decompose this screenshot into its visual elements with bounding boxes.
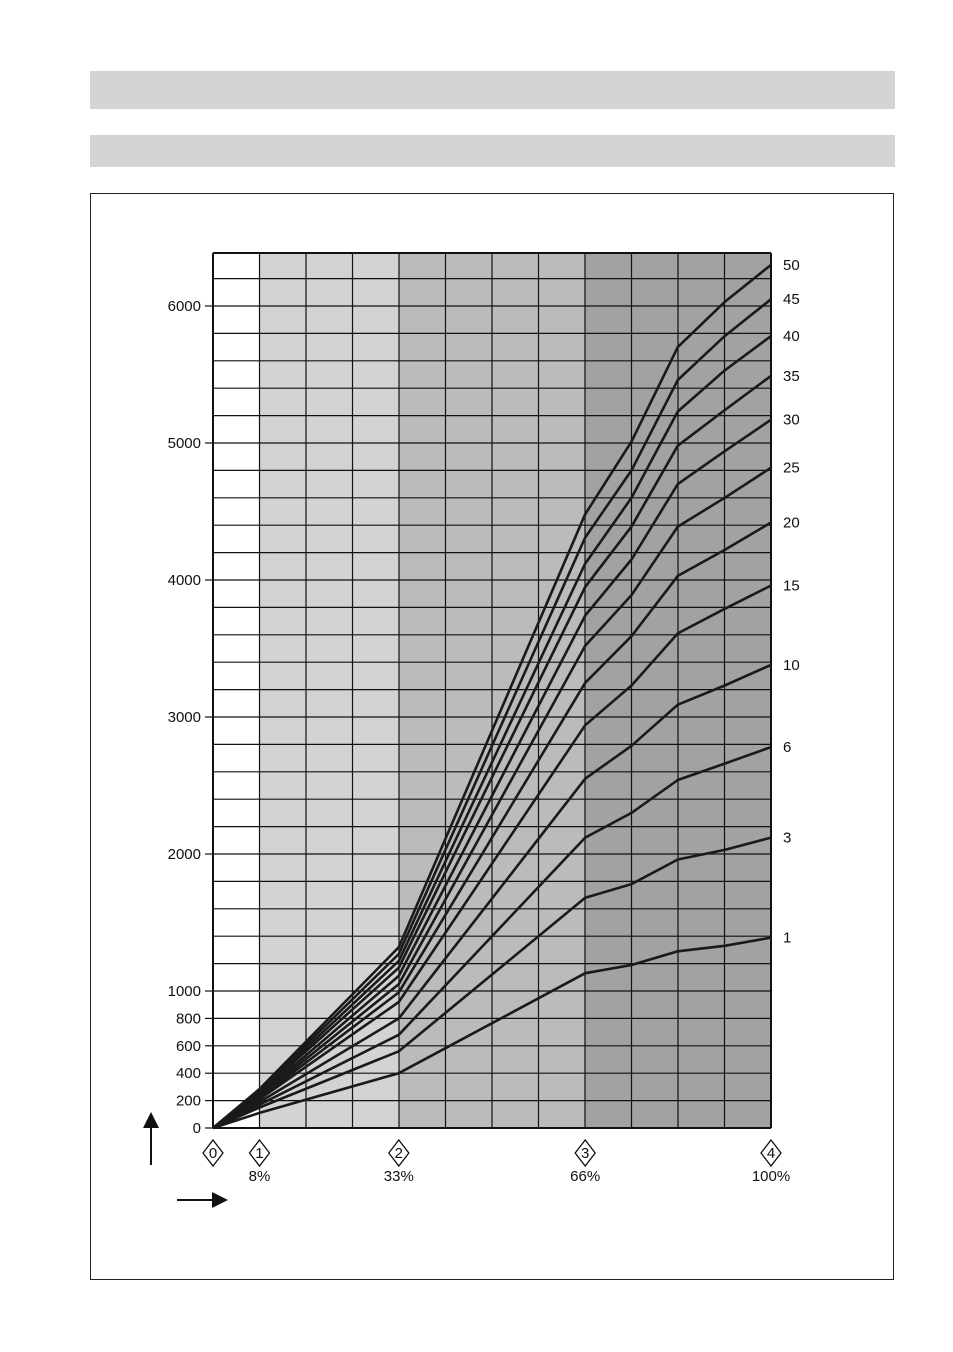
stage-marker-icon xyxy=(248,1138,271,1168)
x-tick-label: 66% xyxy=(570,1168,600,1185)
series-line-30 xyxy=(212,418,772,1130)
stage-marker-icon xyxy=(387,1138,410,1168)
y-tick-label: 2000 xyxy=(168,846,201,863)
x-axis: 0 1 8% 2 33% 3 66% 4 100% xyxy=(202,1138,790,1185)
stage-marker-icon xyxy=(760,1138,782,1168)
y-tick-label: 200 xyxy=(176,1093,201,1110)
series-line-6 xyxy=(212,745,772,1130)
series-label-25: 25 xyxy=(783,460,800,477)
series-label-50: 50 xyxy=(783,257,800,274)
y-direction-arrow-icon xyxy=(143,1112,159,1128)
stage-marker-number: 4 xyxy=(767,1145,775,1162)
y-tick-label: 800 xyxy=(176,1010,201,1027)
series-label-20: 20 xyxy=(783,514,800,531)
subheader-bar xyxy=(90,135,895,167)
stage-marker-number: 3 xyxy=(581,1145,589,1162)
y-tick-label: 400 xyxy=(176,1065,201,1082)
series-line-45 xyxy=(212,298,772,1130)
series-line-20 xyxy=(212,521,772,1130)
series-label-45: 45 xyxy=(783,291,800,308)
series-line-35 xyxy=(212,374,772,1130)
stage-bands xyxy=(259,253,771,1128)
y-tick-label: 6000 xyxy=(168,298,201,315)
series-line-50 xyxy=(212,263,772,1129)
series-label-15: 15 xyxy=(783,577,800,594)
x-tick-label: 100% xyxy=(752,1168,790,1185)
y-tick-label: 4000 xyxy=(168,572,201,589)
series-label-40: 40 xyxy=(783,328,800,345)
stage-marker-number: 2 xyxy=(395,1145,403,1162)
stage-marker-icon xyxy=(202,1138,224,1168)
series-label-6: 6 xyxy=(783,739,791,756)
grid xyxy=(212,252,772,1129)
y-tick-label: 1000 xyxy=(168,983,201,1000)
series-labels: 1 3 6 10 15 20 25 30 35 40 45 50 xyxy=(783,257,800,947)
y-tick-label: 3000 xyxy=(168,709,201,726)
series-line-10 xyxy=(212,663,772,1130)
y-tick-label: 0 xyxy=(193,1120,201,1137)
series-label-10: 10 xyxy=(783,657,800,674)
series-label-1: 1 xyxy=(783,930,791,947)
y-axis: 0 200 400 600 800 1000 2000 3000 4000 5000 6000 xyxy=(168,298,213,1137)
series-line-3 xyxy=(212,836,772,1130)
series-label-3: 3 xyxy=(783,830,791,847)
stage-marker-number: 0 xyxy=(209,1145,217,1162)
series-line-15 xyxy=(212,584,772,1130)
series-line-40 xyxy=(212,335,772,1130)
y-tick-label: 600 xyxy=(176,1038,201,1055)
series-label-35: 35 xyxy=(783,368,800,385)
series-lines xyxy=(212,263,772,1130)
stage-band-1 xyxy=(259,253,399,1128)
axis-arrows xyxy=(143,1112,228,1208)
stage-marker-icon xyxy=(574,1138,597,1168)
header-bar xyxy=(90,71,895,109)
y-tick-label: 5000 xyxy=(168,435,201,452)
chart-frame xyxy=(90,193,894,1280)
x-tick-label: 33% xyxy=(384,1168,414,1185)
x-tick-label: 8% xyxy=(249,1168,271,1185)
series-label-30: 30 xyxy=(783,412,800,429)
series-line-1 xyxy=(212,936,772,1130)
x-direction-arrow-icon xyxy=(212,1192,228,1208)
series-line-25 xyxy=(212,466,772,1130)
stage-marker-number: 1 xyxy=(255,1145,263,1162)
